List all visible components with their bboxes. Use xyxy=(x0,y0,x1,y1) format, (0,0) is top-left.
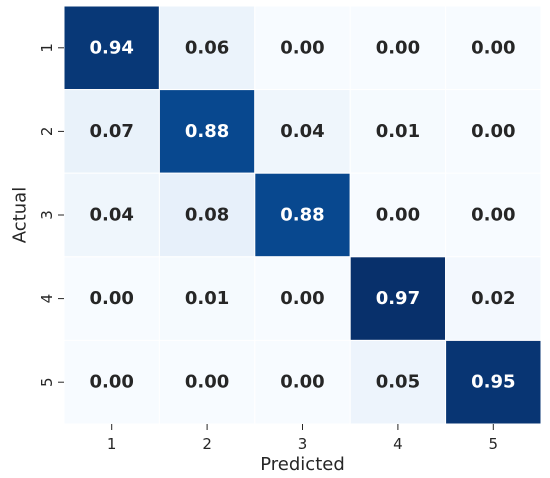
cell-value-label-r4-c5: 0.02 xyxy=(471,288,515,309)
cell-value-label-r2-c5: 0.00 xyxy=(471,121,515,142)
heatmap-cell-r2-c3 xyxy=(254,89,351,174)
cell-value-label-r5-c4: 0.05 xyxy=(376,372,420,393)
heatmap-cell-r3-c2 xyxy=(158,172,256,258)
cell-value-label-r2-c1: 0.07 xyxy=(89,121,133,142)
heatmap-cell-r2-c1 xyxy=(63,89,160,174)
cell-value-label-r4-c2: 0.01 xyxy=(185,288,229,309)
heatmap-cell-r4-c2 xyxy=(158,256,256,341)
cell-value-label-r2-c3: 0.04 xyxy=(280,121,324,142)
cell-value-label-r3-c1: 0.04 xyxy=(89,205,133,226)
heatmap-cell-r1-c2 xyxy=(158,5,256,91)
heatmap-cells xyxy=(63,5,542,425)
cell-value-label-r3-c2: 0.08 xyxy=(185,205,229,226)
y-tick-label-2: 2 xyxy=(38,127,56,137)
heatmap-cell-r4-c4 xyxy=(349,256,447,341)
cell-value-label-r5-c3: 0.00 xyxy=(280,372,324,393)
x-tick-label-1: 1 xyxy=(107,435,117,453)
x-tick-label-4: 4 xyxy=(393,435,403,453)
heatmap-cell-r5-c2 xyxy=(158,339,256,425)
y-tick-label-1: 1 xyxy=(38,43,56,53)
y-tick-label-3: 3 xyxy=(38,210,56,220)
cell-value-label-r1-c2: 0.06 xyxy=(185,37,229,58)
heatmap-cell-r4-c5 xyxy=(445,256,542,341)
heatmap-cell-r1-c4 xyxy=(349,5,447,91)
cell-value-label-r2-c4: 0.01 xyxy=(376,121,420,142)
cell-value-label-r1-c1: 0.94 xyxy=(89,37,133,58)
x-tick-label-2: 2 xyxy=(202,435,212,453)
cell-value-label-r5-c5: 0.95 xyxy=(471,372,515,393)
x-tick-label-5: 5 xyxy=(489,435,499,453)
cell-value-label-r1-c3: 0.00 xyxy=(280,37,324,58)
y-tick-label-4: 4 xyxy=(38,294,56,304)
heatmap-cell-r3-c3 xyxy=(254,172,351,258)
cell-value-label-r4-c4: 0.97 xyxy=(376,288,420,309)
cell-value-label-r3-c4: 0.00 xyxy=(376,205,420,226)
heatmap-cell-r3-c4 xyxy=(349,172,447,258)
cell-value-label-r5-c1: 0.00 xyxy=(89,372,133,393)
heatmap-cell-r1-c1 xyxy=(63,5,160,91)
heatmap-cell-r4-c3 xyxy=(254,256,351,341)
x-axis-label: Predicted xyxy=(260,454,345,475)
x-tick-label-3: 3 xyxy=(298,435,308,453)
y-axis-ticks: 1 2 3 4 5 xyxy=(38,43,64,387)
heatmap-cell-labels: 0.94 0.06 0.00 0.00 0.00 0.07 0.88 0.04 0.01 0.00… xyxy=(89,37,515,392)
heatmap-cell-r5-c5 xyxy=(445,339,542,425)
cell-value-label-r1-c5: 0.00 xyxy=(471,37,515,58)
cell-value-label-r3-c5: 0.00 xyxy=(471,205,515,226)
cell-value-label-r5-c2: 0.00 xyxy=(185,372,229,393)
heatmap-cell-r3-c5 xyxy=(445,172,542,258)
heatmap-cell-r2-c5 xyxy=(445,89,542,174)
cell-value-label-r1-c4: 0.00 xyxy=(376,37,420,58)
y-axis-label: Actual xyxy=(10,187,31,243)
heatmap-cell-r1-c3 xyxy=(254,5,351,91)
cell-value-label-r3-c3: 0.88 xyxy=(280,205,324,226)
y-tick-label-5: 5 xyxy=(38,377,56,387)
x-axis-ticks: 1 2 3 4 5 xyxy=(107,424,498,453)
heatmap-cell-r1-c5 xyxy=(445,5,542,91)
cell-value-label-r4-c3: 0.00 xyxy=(280,288,324,309)
heatmap-cell-r5-c1 xyxy=(63,339,160,425)
cell-value-label-r2-c2: 0.88 xyxy=(185,121,229,142)
heatmap-cell-r5-c3 xyxy=(254,339,351,425)
cell-value-label-r4-c1: 0.00 xyxy=(89,288,133,309)
